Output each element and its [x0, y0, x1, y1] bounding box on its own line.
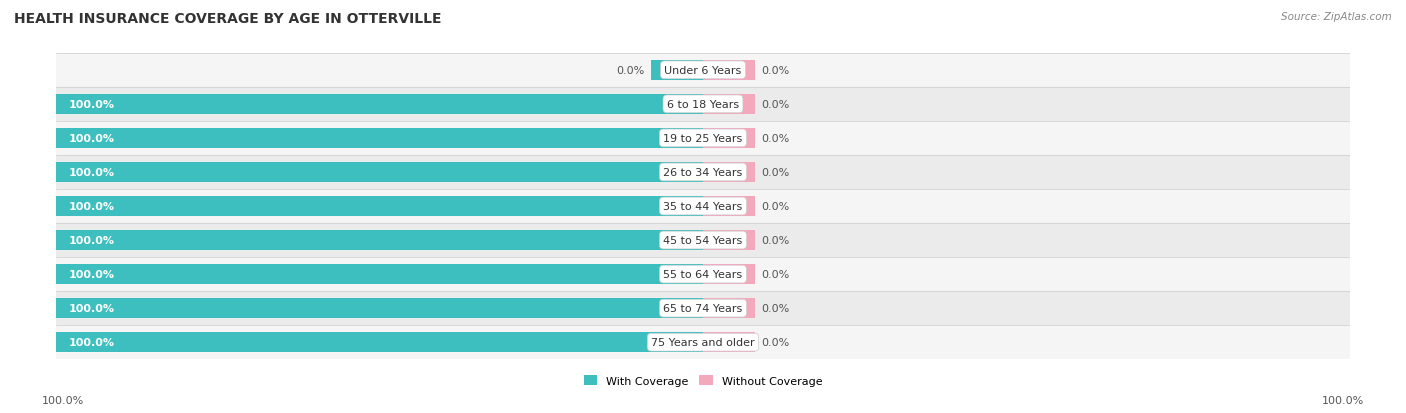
Bar — [703, 95, 755, 114]
Text: 100.0%: 100.0% — [69, 269, 115, 280]
Bar — [703, 163, 755, 183]
Bar — [703, 230, 755, 250]
Text: 100.0%: 100.0% — [69, 168, 115, 178]
Text: 100.0%: 100.0% — [42, 395, 84, 405]
Legend: With Coverage, Without Coverage: With Coverage, Without Coverage — [579, 371, 827, 390]
Text: 0.0%: 0.0% — [761, 337, 789, 347]
Text: 100.0%: 100.0% — [69, 304, 115, 313]
Bar — [56, 265, 703, 284]
Bar — [56, 95, 703, 114]
Bar — [56, 299, 703, 318]
Bar — [703, 265, 755, 284]
Bar — [703, 61, 755, 81]
Text: 0.0%: 0.0% — [617, 66, 645, 76]
Bar — [56, 197, 703, 216]
Bar — [651, 61, 703, 81]
Text: 100.0%: 100.0% — [69, 337, 115, 347]
Text: 0.0%: 0.0% — [761, 235, 789, 245]
Text: 6 to 18 Years: 6 to 18 Years — [666, 100, 740, 109]
Bar — [56, 163, 703, 183]
Text: 45 to 54 Years: 45 to 54 Years — [664, 235, 742, 245]
Bar — [703, 129, 755, 148]
Bar — [56, 156, 1350, 190]
Bar — [56, 88, 1350, 121]
Text: 75 Years and older: 75 Years and older — [651, 337, 755, 347]
Text: 0.0%: 0.0% — [761, 304, 789, 313]
Text: 100.0%: 100.0% — [69, 133, 115, 144]
Bar — [56, 230, 703, 250]
Text: 100.0%: 100.0% — [69, 100, 115, 109]
Text: Source: ZipAtlas.com: Source: ZipAtlas.com — [1281, 12, 1392, 22]
Text: 0.0%: 0.0% — [761, 133, 789, 144]
Text: 55 to 64 Years: 55 to 64 Years — [664, 269, 742, 280]
Bar — [703, 332, 755, 352]
Text: 0.0%: 0.0% — [761, 202, 789, 211]
Text: 100.0%: 100.0% — [69, 235, 115, 245]
Bar — [56, 223, 1350, 257]
Text: 35 to 44 Years: 35 to 44 Years — [664, 202, 742, 211]
Text: 0.0%: 0.0% — [761, 269, 789, 280]
Bar — [56, 121, 1350, 156]
Text: 26 to 34 Years: 26 to 34 Years — [664, 168, 742, 178]
Text: HEALTH INSURANCE COVERAGE BY AGE IN OTTERVILLE: HEALTH INSURANCE COVERAGE BY AGE IN OTTE… — [14, 12, 441, 26]
Bar — [703, 197, 755, 216]
Bar — [56, 190, 1350, 223]
Text: 65 to 74 Years: 65 to 74 Years — [664, 304, 742, 313]
Text: 100.0%: 100.0% — [1322, 395, 1364, 405]
Text: Under 6 Years: Under 6 Years — [665, 66, 741, 76]
Text: 19 to 25 Years: 19 to 25 Years — [664, 133, 742, 144]
Text: 0.0%: 0.0% — [761, 100, 789, 109]
Text: 0.0%: 0.0% — [761, 66, 789, 76]
Bar — [56, 292, 1350, 325]
Bar — [56, 332, 703, 352]
Bar — [56, 129, 703, 148]
Text: 0.0%: 0.0% — [761, 168, 789, 178]
Bar — [56, 257, 1350, 292]
Bar — [703, 299, 755, 318]
Bar — [56, 54, 1350, 88]
Bar — [56, 325, 1350, 359]
Text: 100.0%: 100.0% — [69, 202, 115, 211]
